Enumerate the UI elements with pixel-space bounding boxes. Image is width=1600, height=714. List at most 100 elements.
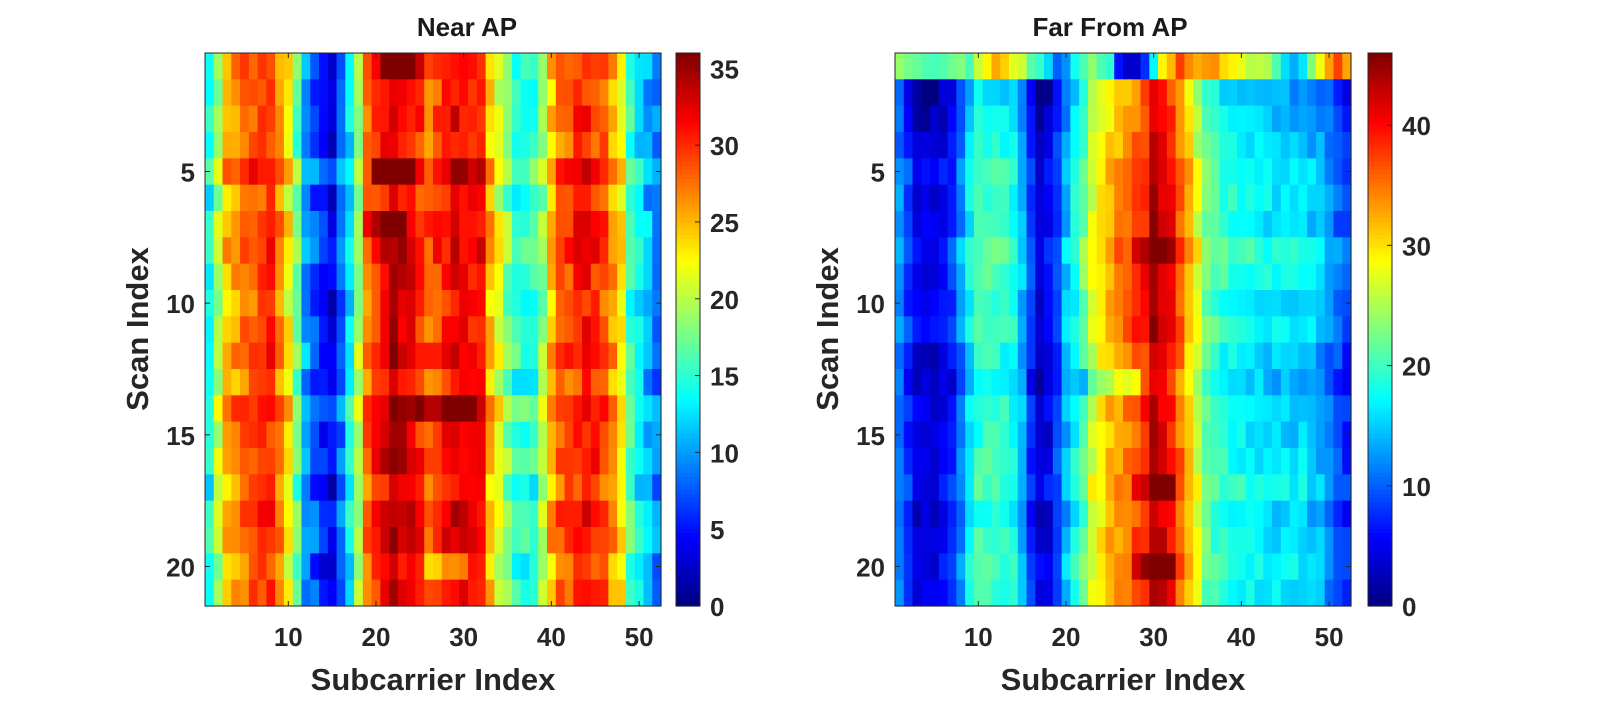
heatmap-cell	[529, 53, 539, 80]
heatmap-cell	[494, 316, 504, 344]
heatmap-cell	[608, 421, 618, 449]
heatmap-cell	[433, 316, 443, 344]
heatmap-cell	[982, 263, 993, 291]
heatmap-cell	[1237, 290, 1247, 317]
heatmap-cell	[1184, 79, 1194, 107]
heatmap-cell	[1105, 290, 1115, 317]
heatmap-cell	[520, 79, 531, 107]
heatmap-cell	[327, 448, 338, 475]
heatmap-cell	[1263, 553, 1273, 581]
heatmap-cell	[292, 474, 303, 502]
heatmap-cell	[1052, 53, 1063, 80]
heatmap-cell	[406, 132, 417, 159]
heatmap-cell	[895, 211, 905, 238]
heatmap-cell	[1298, 105, 1308, 133]
heatmap-cell	[1333, 105, 1343, 133]
heatmap-cell	[380, 290, 390, 317]
heatmap-cell	[1009, 53, 1019, 80]
heatmap-cell	[354, 474, 364, 502]
heatmap-cell	[406, 263, 417, 291]
heatmap-cell	[1070, 158, 1080, 186]
colorbar-segment	[676, 256, 700, 261]
heatmap-cell	[599, 448, 609, 475]
heatmap-cell	[205, 474, 215, 502]
heatmap-cell	[485, 211, 495, 238]
heatmap-cell	[257, 474, 267, 502]
heatmap-cell	[1061, 263, 1071, 291]
heatmap-cell	[1333, 316, 1343, 344]
heatmap-cell	[1315, 448, 1326, 475]
heatmap-cell	[1035, 316, 1045, 344]
heatmap-cell	[389, 474, 399, 502]
colorbar-segment	[1368, 204, 1392, 210]
colorbar-segment	[676, 117, 700, 123]
heatmap-cell	[345, 237, 355, 265]
heatmap-cell	[1123, 474, 1133, 502]
heatmap-cell	[327, 290, 338, 317]
heatmap-cell	[1131, 184, 1142, 212]
heatmap-cell	[1307, 316, 1317, 344]
heatmap-cell	[1228, 421, 1238, 449]
heatmap-cell	[389, 316, 399, 344]
heatmap-cell	[1272, 448, 1282, 475]
heatmap-cell	[248, 448, 259, 475]
colorbar-segment	[1368, 286, 1392, 292]
colorbar-segment	[1368, 584, 1392, 590]
near-ap-title: Near AP	[417, 12, 517, 42]
heatmap-cell	[494, 500, 504, 528]
heatmap-cell	[1333, 500, 1343, 528]
heatmap-cell	[275, 79, 285, 107]
heatmap-cell	[1333, 263, 1343, 291]
heatmap-cell	[1298, 342, 1308, 370]
heatmap-cell	[459, 579, 469, 607]
heatmap-cell	[608, 395, 618, 423]
heatmap-cell	[459, 474, 469, 502]
heatmap-cell	[476, 211, 487, 238]
heatmap-cell	[1009, 211, 1019, 238]
heatmap-cell	[1114, 53, 1124, 80]
heatmap-cell	[1070, 369, 1080, 396]
heatmap-cell	[947, 132, 957, 159]
heatmap-cell	[371, 553, 381, 581]
heatmap-cell	[590, 579, 601, 607]
colorbar-segment	[676, 489, 700, 495]
heatmap-cell	[1052, 474, 1063, 502]
heatmap-cell	[1149, 527, 1159, 554]
heatmap-cell	[1263, 290, 1273, 317]
heatmap-cell	[371, 500, 381, 528]
heatmap-cell	[248, 421, 259, 449]
heatmap-cell	[485, 184, 495, 212]
heatmap-cell	[292, 553, 303, 581]
heatmap-cell	[930, 342, 940, 370]
heatmap-cell	[930, 79, 940, 107]
heatmap-cell	[1307, 527, 1317, 554]
heatmap-cell	[310, 553, 320, 581]
heatmap-cell	[511, 421, 522, 449]
heatmap-cell	[1070, 105, 1080, 133]
heatmap-cell	[336, 158, 346, 186]
heatmap-cell	[982, 421, 993, 449]
heatmap-cell	[494, 132, 504, 159]
heatmap-cell	[573, 500, 583, 528]
heatmap-cell	[1096, 263, 1107, 291]
heatmap-cell	[1158, 553, 1168, 581]
heatmap-cell	[371, 237, 381, 265]
heatmap-cell	[1333, 290, 1343, 317]
colorbar-segment	[1368, 217, 1392, 223]
heatmap-cell	[903, 369, 914, 396]
heatmap-cell	[1105, 211, 1115, 238]
heatmap-cell	[1035, 342, 1045, 370]
heatmap-cell	[248, 395, 259, 423]
heatmap-cell	[441, 79, 452, 107]
heatmap-cell	[652, 53, 662, 80]
heatmap-cell	[476, 579, 487, 607]
heatmap-cell	[441, 263, 452, 291]
heatmap-cell	[310, 263, 320, 291]
heatmap-cell	[1280, 553, 1291, 581]
heatmap-cell	[257, 211, 267, 238]
y-tick-label: 5	[871, 158, 885, 188]
heatmap-cell	[538, 369, 548, 396]
heatmap-cell	[1324, 79, 1335, 107]
heatmap-cell	[1254, 342, 1264, 370]
heatmap-cell	[327, 369, 338, 396]
